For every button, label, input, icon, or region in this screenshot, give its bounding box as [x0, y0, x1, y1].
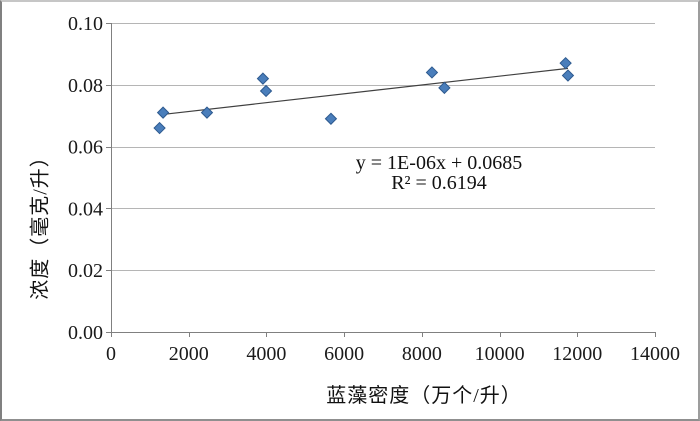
- y-tick-label: 0.06: [68, 137, 103, 159]
- x-tick-label: 12000: [552, 343, 602, 365]
- data-point-marker: [561, 69, 575, 82]
- y-tick-label: 0.10: [68, 13, 103, 35]
- x-tick-label: 4000: [246, 343, 286, 365]
- data-point-marker: [200, 106, 214, 119]
- y-tick-label: 0.02: [68, 260, 103, 282]
- x-tick-label: 14000: [630, 343, 680, 365]
- x-tick-label: 0: [106, 343, 116, 365]
- data-point-marker: [156, 106, 170, 119]
- data-point-marker: [559, 56, 572, 70]
- axes: [111, 23, 655, 333]
- trendline: [159, 67, 569, 116]
- data-point-marker: [256, 72, 270, 85]
- x-tick-label: 10000: [475, 343, 525, 365]
- trendline-annotation: y = 1E-06x + 0.0685 R² = 0.6194: [356, 153, 522, 193]
- x-tick-label: 6000: [324, 343, 364, 365]
- y-axis-ticks: 0.00 0.02 0.04 0.06 0.08 0.10: [68, 13, 111, 344]
- y-tick-label: 0.00: [68, 322, 103, 344]
- x-axis-title: 蓝藻密度（万个/升）: [326, 385, 522, 407]
- y-axis-title: 浓度（毫克/升）: [29, 146, 52, 300]
- x-tick-label: 8000: [402, 343, 442, 365]
- y-tick-label: 0.04: [68, 198, 103, 220]
- data-point-marker: [324, 112, 338, 125]
- data-point-marker: [259, 84, 273, 98]
- data-point-marker: [425, 66, 439, 79]
- data-points: [153, 56, 575, 135]
- trendline-equation: y = 1E-06x + 0.0685: [355, 152, 523, 174]
- data-point-marker: [153, 121, 166, 135]
- r-squared-value: R² = 0.6194: [391, 172, 487, 194]
- x-tick-label: 2000: [169, 343, 209, 365]
- x-axis-ticks: 0 2000 4000 6000 8000 10000 12000 14000: [106, 332, 680, 365]
- gridlines: [111, 23, 655, 271]
- y-tick-label: 0.08: [68, 75, 103, 97]
- data-point-marker: [438, 81, 451, 95]
